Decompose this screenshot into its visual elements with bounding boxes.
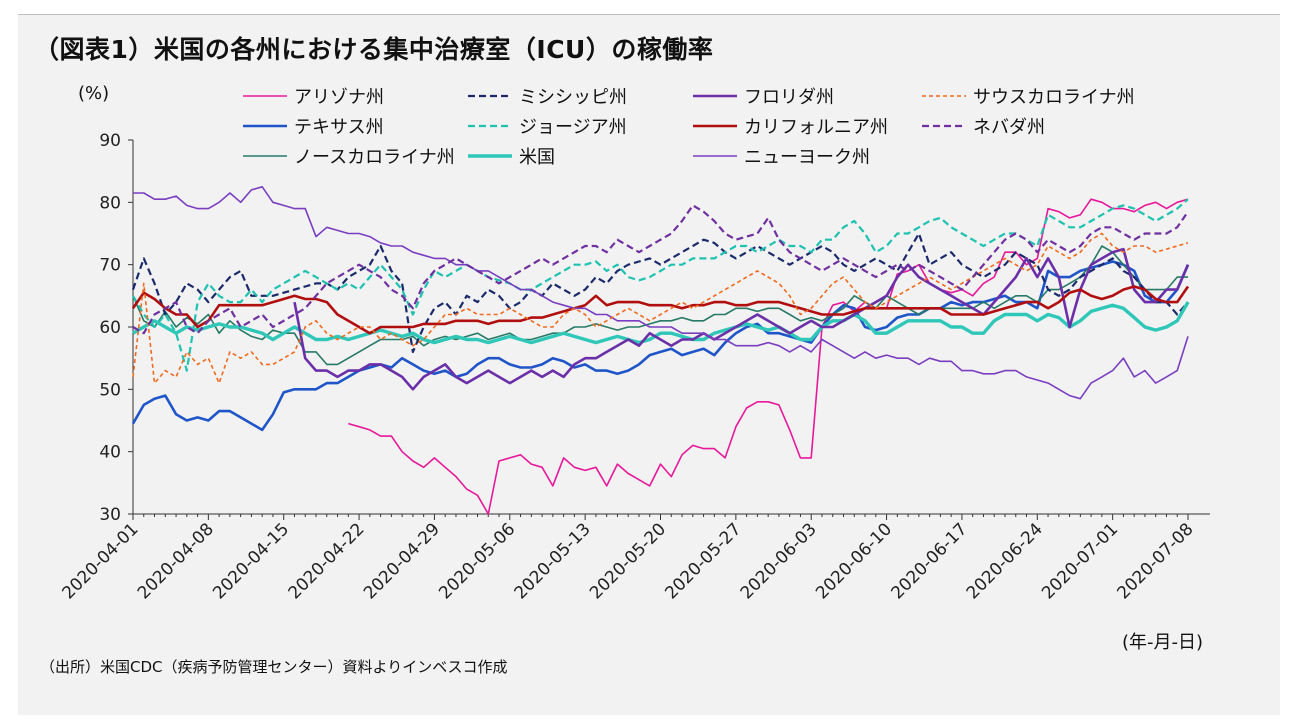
- y-tick-label: 30: [99, 505, 121, 525]
- x-tick-label: 2020-04-01: [59, 519, 143, 603]
- y-tick-label: 50: [99, 380, 121, 400]
- legend-label: ジョージア州: [519, 117, 627, 138]
- y-tick-label: 60: [99, 318, 121, 338]
- x-tick-label: 2020-04-29: [360, 519, 444, 603]
- series-line-7: [293, 247, 1190, 391]
- series-line-4: [131, 232, 1189, 353]
- series-line-6: [132, 301, 1190, 345]
- series-line-8: [131, 285, 1190, 335]
- x-tick-label: 2020-06-03: [737, 519, 821, 603]
- y-tick-label: 80: [99, 193, 121, 213]
- series-line-2: [131, 260, 1190, 432]
- x-tick-label: 2020-07-08: [1114, 519, 1198, 603]
- series-line-3: [132, 245, 1188, 366]
- x-tick-label: 2020-05-20: [586, 519, 670, 603]
- legend-label: カリフォルニア州: [744, 117, 888, 138]
- top-rule: [18, 14, 1280, 15]
- y-tick-label: 90: [99, 131, 121, 151]
- legend-label: フロリダ州: [744, 87, 834, 108]
- series-line-9: [133, 186, 1189, 400]
- x-tick-label: 2020-04-08: [134, 519, 218, 603]
- x-tick-label: 2020-06-17: [887, 519, 971, 603]
- series-line-10: [132, 232, 1189, 384]
- y-tick-label: 70: [99, 256, 121, 276]
- x-tick-label: 2020-05-13: [511, 519, 595, 603]
- legend-label: ミシシッピ州: [519, 87, 627, 108]
- chart-panel: [18, 15, 1280, 715]
- x-tick-label: 2020-06-10: [812, 519, 896, 603]
- series-line-5: [132, 198, 1189, 372]
- x-tick-label: 2020-06-24: [963, 519, 1047, 603]
- x-axis-unit: (年-月-日): [1122, 632, 1204, 653]
- legend-label: 米国: [519, 147, 555, 168]
- legend-label: ノースカロライナ州: [294, 147, 455, 168]
- legend-label: ネバダ州: [973, 117, 1045, 138]
- legend-label: ニューヨーク州: [744, 147, 870, 168]
- x-tick-label: 2020-07-01: [1038, 519, 1122, 603]
- series-line-11: [132, 204, 1189, 335]
- y-axis-unit: (%): [78, 83, 110, 104]
- legend-label: サウスカロライナ州: [973, 87, 1135, 108]
- chart-title: （図表1）米国の各州における集中治療室（ICU）の稼働率: [34, 35, 714, 64]
- x-tick-label: 2020-04-15: [209, 519, 293, 603]
- legend-label: アリゾナ州: [294, 87, 384, 108]
- series-line-1: [348, 198, 1189, 515]
- source-note: （出所）米国CDC（疾病予防管理センター）資料よりインベスコ作成: [40, 658, 508, 676]
- x-tick-label: 2020-04-22: [285, 519, 369, 603]
- x-tick-label: 2020-05-27: [661, 519, 745, 603]
- y-tick-label: 40: [99, 443, 121, 463]
- x-tick-label: 2020-05-06: [435, 519, 519, 603]
- legend-label: テキサス州: [294, 117, 384, 138]
